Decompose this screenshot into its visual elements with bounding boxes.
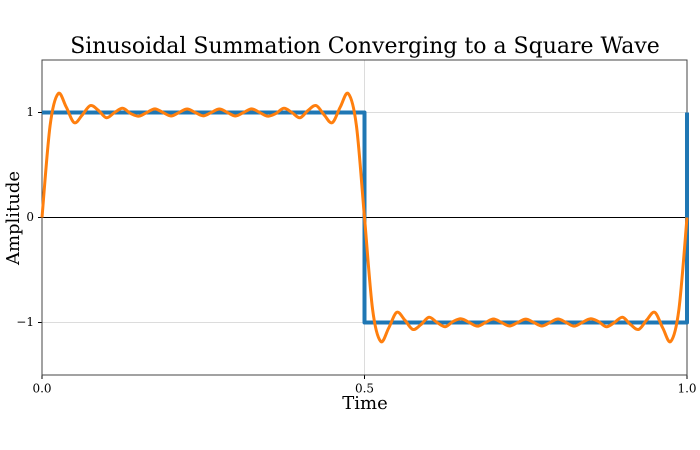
y-axis-label: Amplitude [3,171,24,266]
x-tick-label: 1.0 [677,382,696,396]
x-tick-label: 0.5 [355,382,374,396]
y-tick-label: 0 [26,210,34,224]
series-line [40,91,689,344]
y-tick-label: 1 [26,105,34,119]
x-tick-label: 0.0 [32,382,51,396]
chart-title: Sinusoidal Summation Converging to a Squ… [70,34,660,59]
y-tick-label: −1 [16,315,34,329]
x-axis-label: Time [342,393,387,414]
